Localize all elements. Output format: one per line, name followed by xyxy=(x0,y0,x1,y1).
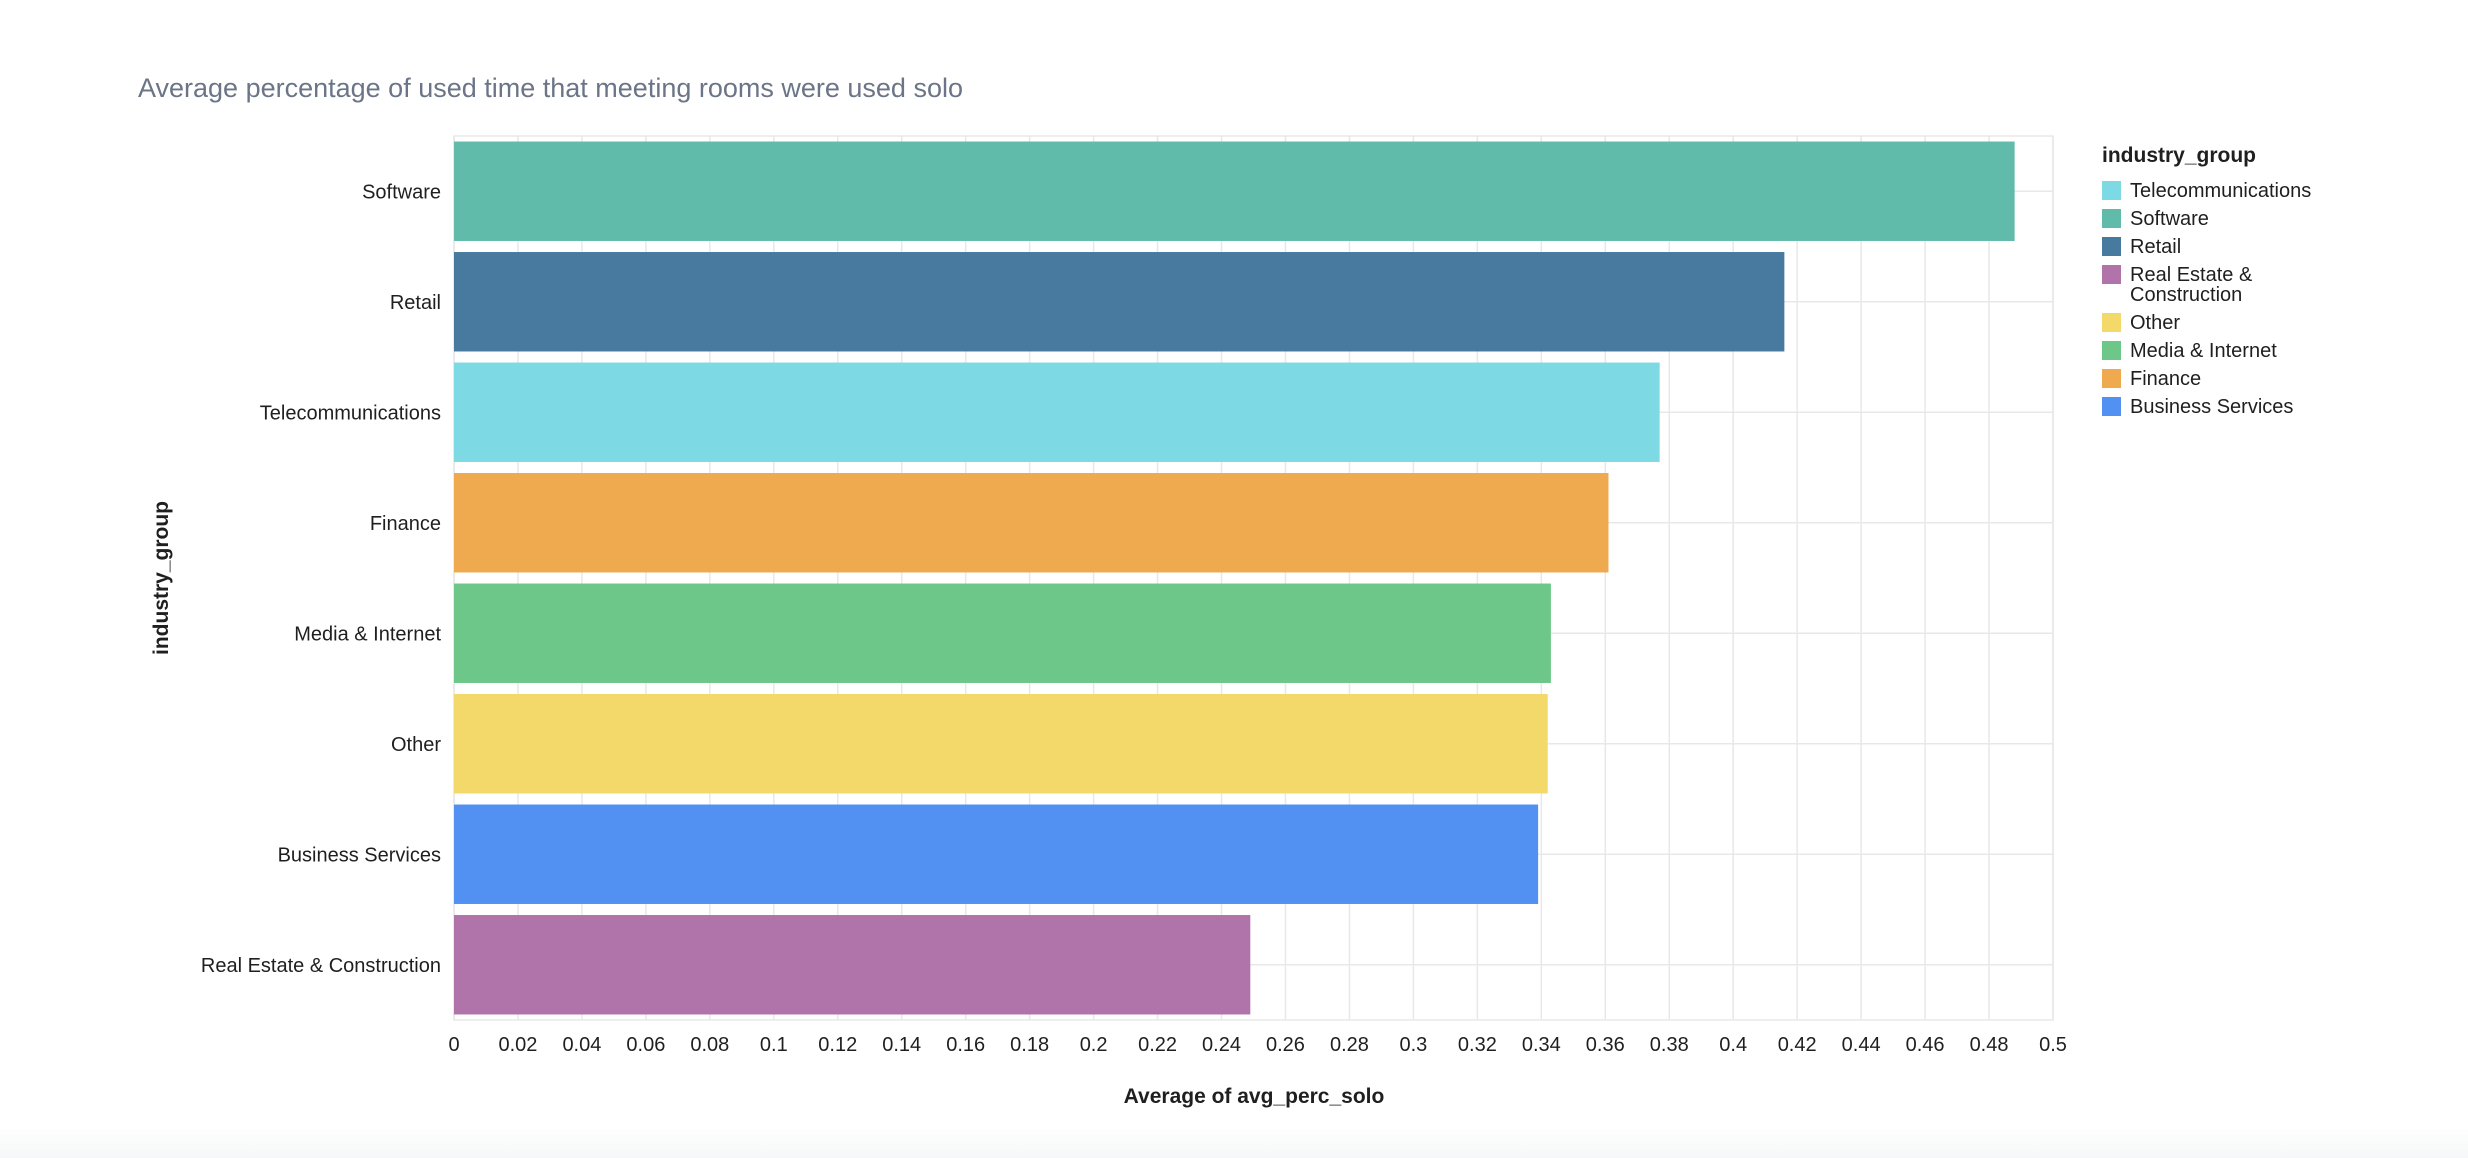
legend-swatch xyxy=(2102,313,2121,332)
x-tick-label: 0.46 xyxy=(1906,1034,1945,1056)
x-tick-label: 0.14 xyxy=(882,1034,921,1056)
legend-items: Telecommunications Software Retail Real Est… xyxy=(2102,180,2311,418)
x-tick-label: 0.4 xyxy=(1719,1034,1747,1056)
y-tick-label: Business Services xyxy=(278,844,441,866)
x-tick-label: 0.18 xyxy=(1010,1034,1049,1056)
legend-swatch xyxy=(2102,369,2121,388)
legend: industry_group Telecommunications Softwar… xyxy=(2102,144,2311,418)
legend-item[interactable]: Business Services xyxy=(2102,396,2293,418)
y-axis-title: industry_group xyxy=(150,501,173,655)
legend-label: Business Services xyxy=(2130,396,2293,418)
bar[interactable] xyxy=(454,804,1539,904)
y-tick-label: Software xyxy=(362,181,441,203)
bar[interactable] xyxy=(454,252,1785,352)
x-tick-label: 0.36 xyxy=(1586,1034,1625,1056)
x-tick-label: 0.5 xyxy=(2039,1034,2067,1056)
x-tick-label: 0.28 xyxy=(1330,1034,1369,1056)
x-tick-label: 0.1 xyxy=(760,1034,788,1056)
legend-item[interactable]: Other xyxy=(2102,312,2180,334)
bar[interactable] xyxy=(454,915,1251,1015)
x-tick-label: 0.24 xyxy=(1202,1034,1241,1056)
legend-item[interactable]: Finance xyxy=(2102,368,2201,390)
bottom-fade xyxy=(0,1128,2468,1158)
legend-swatch xyxy=(2102,341,2121,360)
x-tick-label: 0.32 xyxy=(1458,1034,1497,1056)
legend-label: Real Estate & Construction xyxy=(2130,264,2253,306)
x-tick-label: 0.04 xyxy=(562,1034,601,1056)
legend-swatch xyxy=(2102,209,2121,228)
x-tick-label: 0.38 xyxy=(1650,1034,1689,1056)
legend-item[interactable]: Software xyxy=(2102,208,2209,230)
bar[interactable] xyxy=(454,362,1660,462)
legend-label: Other xyxy=(2130,312,2180,334)
y-tick-label: Telecommunications xyxy=(260,402,441,424)
y-tick-label: Real Estate & Construction xyxy=(201,955,441,977)
bar[interactable] xyxy=(454,473,1609,573)
bar[interactable] xyxy=(454,583,1551,683)
legend-title: industry_group xyxy=(2102,144,2256,167)
legend-label: Software xyxy=(2130,208,2209,230)
legend-item[interactable]: Telecommunications xyxy=(2102,180,2311,202)
legend-swatch xyxy=(2102,237,2121,256)
x-tick-label: 0.26 xyxy=(1266,1034,1305,1056)
legend-item[interactable]: Media & Internet xyxy=(2102,340,2277,362)
x-tick-label: 0.22 xyxy=(1138,1034,1177,1056)
legend-label: Telecommunications xyxy=(2130,180,2311,202)
x-tick-label: 0.42 xyxy=(1778,1034,1817,1056)
bar[interactable] xyxy=(454,694,1548,794)
y-tick-label: Finance xyxy=(370,513,441,535)
x-tick-label: 0.48 xyxy=(1970,1034,2009,1056)
x-tick-label: 0.34 xyxy=(1522,1034,1561,1056)
bars xyxy=(454,141,2015,1015)
x-tick-label: 0.06 xyxy=(626,1034,665,1056)
x-tick-label: 0.2 xyxy=(1080,1034,1108,1056)
legend-swatch xyxy=(2102,265,2121,284)
bar[interactable] xyxy=(454,141,2015,241)
y-tick-label: Media & Internet xyxy=(294,623,441,645)
legend-item[interactable]: Real Estate & Construction xyxy=(2102,264,2253,306)
legend-item[interactable]: Retail xyxy=(2102,236,2181,258)
chart-title: Average percentage of used time that mee… xyxy=(138,73,963,103)
x-tick-label: 0.08 xyxy=(690,1034,729,1056)
y-axis-tick-labels: Software Retail Telecommunications Finance M… xyxy=(201,181,442,977)
legend-label: Finance xyxy=(2130,368,2201,390)
x-tick-label: 0.3 xyxy=(1399,1034,1427,1056)
y-tick-label: Other xyxy=(391,734,441,756)
x-axis-tick-labels: 0 0.02 0.04 0.06 0.08 0.1 0.12 0.14 0.16 0.18 0.2 0… xyxy=(448,1034,2066,1056)
x-axis-title: Average of avg_perc_solo xyxy=(1124,1085,1385,1108)
legend-label: Retail xyxy=(2130,236,2181,258)
x-tick-label: 0 xyxy=(448,1034,459,1056)
x-tick-label: 0.02 xyxy=(498,1034,537,1056)
x-tick-label: 0.44 xyxy=(1842,1034,1881,1056)
legend-swatch xyxy=(2102,397,2121,416)
legend-swatch xyxy=(2102,181,2121,200)
y-tick-label: Retail xyxy=(390,292,441,314)
x-tick-label: 0.12 xyxy=(818,1034,857,1056)
legend-label: Media & Internet xyxy=(2130,340,2277,362)
x-tick-label: 0.16 xyxy=(946,1034,985,1056)
